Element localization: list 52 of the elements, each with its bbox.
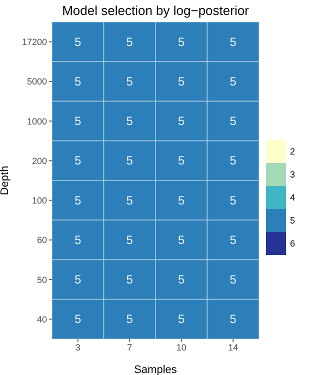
- data-label: 5: [230, 312, 237, 326]
- data-label: 5: [74, 114, 82, 128]
- data-label: 5: [126, 312, 134, 326]
- data-label: 5: [230, 114, 237, 128]
- data-label: 5: [74, 232, 82, 247]
- data-label: 5: [230, 272, 237, 287]
- y-tick-label: 100: [32, 196, 47, 206]
- data-label: 5: [178, 193, 186, 208]
- color-bar-label: 3: [290, 170, 296, 180]
- data-label: 5: [74, 193, 82, 208]
- color-bar-label: 2: [290, 146, 296, 156]
- data-label: 5: [74, 272, 82, 287]
- y-tick-label: 200: [32, 156, 47, 166]
- y-tick-label: 40: [36, 314, 47, 324]
- data-label: 5: [230, 154, 237, 168]
- data-label: 5: [230, 232, 237, 247]
- y-tick-label: 60: [36, 235, 47, 246]
- data-label: 5: [126, 154, 134, 168]
- color-bar-label: 5: [290, 216, 296, 226]
- data-label: 5: [178, 74, 186, 88]
- data-label: 5: [178, 114, 186, 128]
- data-label: 5: [74, 74, 82, 88]
- x-axis-title: Samples: [134, 364, 178, 375]
- x-tick-label: 3: [75, 342, 80, 352]
- color-bar-label: 6: [290, 238, 296, 248]
- data-label: 5: [126, 232, 134, 247]
- x-tick-label: 14: [228, 342, 238, 352]
- data-label: 5: [178, 312, 186, 326]
- data-label: 5: [74, 154, 82, 168]
- data-label: 5: [178, 34, 186, 49]
- data-label: 5: [126, 193, 134, 208]
- data-label: 5: [178, 232, 186, 247]
- data-label: 5: [230, 74, 237, 88]
- y-tick-label: 50: [36, 274, 47, 285]
- data-label: 5: [126, 74, 134, 88]
- y-tick-label: 17200: [22, 37, 47, 48]
- data-label: 5: [178, 154, 186, 168]
- data-label: 5: [126, 114, 134, 128]
- chart-title: Model selection by log−posterior: [61, 3, 250, 18]
- y-tick-label: 5000: [26, 76, 47, 87]
- x-tick-label: 7: [127, 342, 132, 352]
- data-label: 5: [74, 34, 82, 49]
- data-label: 5: [74, 312, 82, 326]
- data-label: 5: [126, 272, 134, 287]
- data-label: 5: [178, 272, 186, 287]
- color-bar-label: 4: [290, 192, 296, 202]
- data-label: 5: [126, 34, 134, 49]
- data-label: 5: [230, 193, 237, 208]
- y-tick-label: 1000: [26, 116, 47, 126]
- data-label: 5: [230, 34, 237, 49]
- y-axis-title: Depth: [0, 166, 11, 196]
- x-tick-label: 10: [176, 342, 186, 352]
